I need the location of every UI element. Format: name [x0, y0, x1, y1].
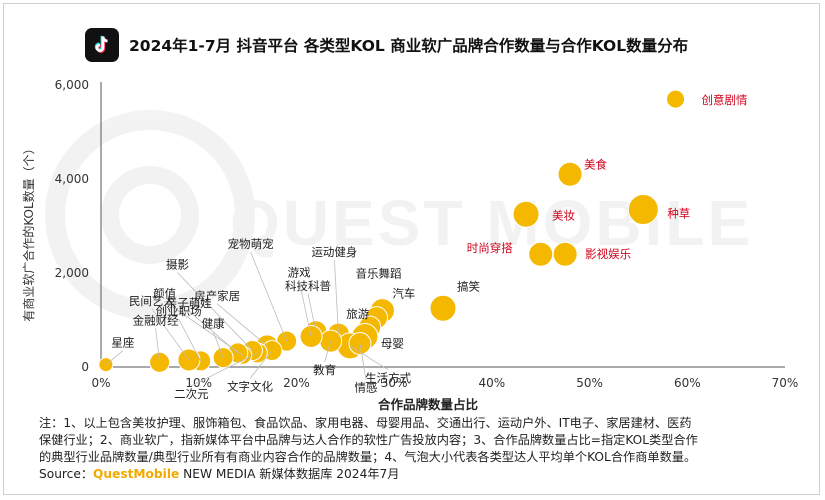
bubble-label: 汽车: [392, 287, 415, 301]
watermark: QUEST MOBILE: [45, 110, 753, 320]
bubble: [552, 241, 578, 267]
bubble-label: 音乐舞蹈: [356, 267, 402, 281]
bubble-label: 美食: [584, 157, 607, 171]
x-tick-label: 0%: [91, 376, 110, 390]
bubble-label: 旅游: [346, 307, 369, 321]
bubble: [429, 294, 457, 322]
leader-line: [334, 260, 339, 335]
bubble-label: 科技科普: [285, 279, 331, 293]
bubble-label: 时尚穿搭: [467, 241, 513, 255]
bubble-label: 星座: [111, 336, 134, 350]
x-tick-label: 70%: [772, 376, 799, 390]
y-tick-label: 2,000: [55, 266, 89, 280]
leader-line: [307, 293, 317, 332]
leader-line: [178, 318, 202, 362]
leader-line: [155, 328, 161, 363]
x-tick-label: 20%: [283, 376, 310, 390]
bubble-label: 宠物萌宠: [228, 237, 274, 251]
leader-line: [324, 341, 332, 363]
x-tick-label: 30%: [381, 376, 408, 390]
bubble-label: 颜值: [153, 286, 176, 300]
bubble-label: 情感: [354, 381, 377, 395]
leader-line: [250, 252, 288, 342]
bubble-label: 美妆: [552, 208, 575, 222]
bubble-label: 搞笑: [457, 279, 480, 293]
chart-frame: [3, 3, 820, 495]
source-suffix: NEW MEDIA 新媒体数据库 2024年7月: [179, 467, 400, 481]
footnote-line-2: 保健行业；2、商业软广，指新媒体平台中品牌与达人合作的软性广告投放内容；3、合作…: [39, 433, 698, 447]
bubble-label: 摄影: [166, 258, 189, 272]
bubbles: [98, 89, 686, 373]
bubble-label: 创意剧情: [702, 93, 748, 107]
bubble-label: 创业职场: [156, 304, 202, 318]
bubble: [512, 200, 540, 228]
y-axis-label: 有商业软广合作的KOL数量（个）: [21, 142, 36, 321]
bubble: [666, 89, 686, 109]
y-tick-label: 6,000: [55, 78, 89, 92]
footnote-line-1: 注：1、以上包含美妆护理、服饰箱包、食品饮品、家用电器、母婴用品、交通出行、运动…: [39, 416, 692, 430]
x-axis-label: 合作品牌数量占比: [378, 397, 479, 412]
bubble-label: 文字文化: [227, 380, 273, 394]
leader-line: [151, 308, 190, 361]
bubble-label: 运动健身: [311, 245, 357, 259]
y-tick-label: 4,000: [55, 172, 89, 186]
footnote: 注：1、以上包含美妆护理、服饰箱包、食品饮品、家用电器、母婴用品、交通出行、运动…: [39, 415, 799, 483]
bubble-label: 二次元: [174, 387, 209, 401]
source-prefix: Source：: [39, 467, 94, 481]
x-tick-label: 40%: [479, 376, 506, 390]
leader-line: [359, 343, 367, 380]
bubble-label: 种草: [667, 207, 690, 221]
source-brand: QuestMobile: [93, 467, 180, 481]
bubble-label: 母婴: [381, 336, 404, 350]
bubble-label: 游戏: [288, 265, 311, 279]
chart-title: 2024年1-7月 抖音平台 各类型KOL 商业软广品牌合作数量与合作KOL数量…: [129, 37, 689, 55]
source-line: Source：QuestMobile NEW MEDIA 新媒体数据库 2024…: [39, 466, 799, 483]
x-tick-label: 10%: [185, 376, 212, 390]
footnote-line-3: 的典型行业品牌数量/典型行业所有有商业内容合作的品牌数量；4、气泡大小代表各类型…: [39, 450, 697, 464]
bubble-label: 房产家居: [194, 289, 240, 303]
axes: 0% 10% 20% 30% 40% 50% 60% 70% 0 2,000 4,000 6,000: [55, 78, 799, 390]
bubble-label: 影视娱乐: [585, 247, 631, 261]
bubble-label: 民间艺人: [129, 294, 175, 308]
watermark-text: QUEST MOBILE: [230, 187, 753, 259]
bubble-chart: QUEST MOBILE 0% 10% 20% 30% 40% 50% 60% 70% 0 2,0…: [21, 78, 799, 412]
leader-line: [177, 272, 253, 351]
bubble-label: 生活方式: [365, 371, 411, 385]
bubble-label: 金融财经: [133, 313, 179, 327]
bubble-label: 健康: [202, 317, 225, 331]
leader-line: [249, 350, 273, 379]
bubble-label: 亲子萌娃: [166, 296, 212, 310]
bubble: [528, 241, 554, 267]
leader-line: [349, 345, 389, 371]
bubble: [557, 161, 583, 187]
chart-header: 2024年1-7月 抖音平台 各类型KOL 商业软广品牌合作数量与合作KOL数量…: [85, 27, 688, 63]
leader-line: [298, 280, 312, 337]
leader-line: [212, 331, 224, 358]
douyin-logo-icon: [85, 28, 119, 62]
bubble-label: 教育: [313, 363, 336, 377]
y-tick-label: 0: [81, 360, 89, 374]
leader-line: [216, 303, 268, 347]
x-tick-label: 50%: [576, 376, 603, 390]
leader-line: [191, 352, 258, 387]
x-tick-label: 60%: [674, 376, 701, 390]
bubble: [627, 194, 659, 226]
leader-line: [105, 350, 124, 365]
